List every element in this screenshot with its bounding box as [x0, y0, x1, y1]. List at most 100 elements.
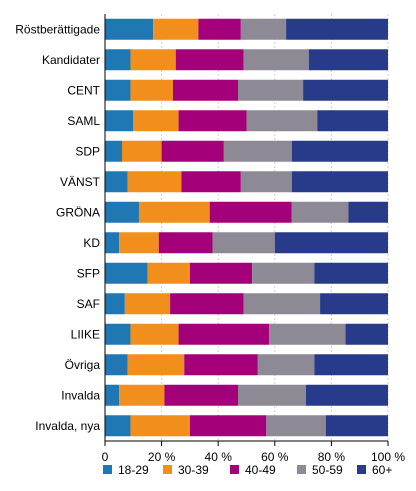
bar-segment-18-29-2 — [105, 79, 131, 101]
bar-segment-18-29-5 — [105, 171, 128, 193]
bar-segment-40-49-2 — [172, 79, 239, 101]
legend-label: 50-59 — [312, 463, 343, 477]
legend-label: 60+ — [372, 463, 392, 477]
category-label: GRÖNA — [56, 205, 100, 219]
bar-segment-50-59-2 — [238, 79, 304, 101]
bar-segment-50-59-4 — [223, 140, 292, 162]
category-label: SDP — [75, 144, 100, 158]
bar-segment-60+-13 — [325, 415, 388, 437]
bar-segment-40-49-7 — [158, 232, 213, 254]
bar-segment-60+-12 — [305, 384, 388, 406]
category-label: CENT — [67, 83, 100, 97]
bar-segment-60+-5 — [291, 171, 388, 193]
category-label: VÄNST — [60, 175, 101, 189]
gridlines — [104, 14, 389, 441]
bar-segment-40-49-0 — [198, 18, 241, 40]
legend-label: 18-29 — [118, 463, 149, 477]
bar-segment-30-39-2 — [130, 79, 173, 101]
bar-segment-18-29-6 — [105, 201, 139, 223]
bar-segment-60+-0 — [286, 18, 388, 40]
x-tick-label: 40 % — [205, 450, 233, 464]
bar-segment-50-59-3 — [246, 110, 318, 132]
bar-segment-50-59-0 — [240, 18, 287, 40]
bar-segment-18-29-4 — [105, 140, 122, 162]
category-label: Övriga — [65, 358, 101, 372]
category-label: KD — [83, 236, 100, 250]
bar-segment-40-49-13 — [189, 415, 267, 437]
bar-segment-50-59-5 — [240, 171, 292, 193]
bar-segment-18-29-8 — [105, 262, 148, 284]
bar-segment-50-59-9 — [243, 293, 321, 315]
bar-segment-30-39-12 — [119, 384, 165, 406]
bar-segment-30-39-9 — [124, 293, 171, 315]
x-tick-label: 80 % — [318, 450, 346, 464]
bar-segment-40-49-4 — [161, 140, 224, 162]
bar-segment-18-29-9 — [105, 293, 125, 315]
bar-segment-30-39-7 — [119, 232, 159, 254]
category-label: SFP — [77, 266, 100, 280]
bar-segment-60+-6 — [348, 201, 388, 223]
bar-segment-30-39-3 — [133, 110, 179, 132]
category-label: Kandidater — [42, 53, 100, 67]
bar-segment-40-49-1 — [175, 49, 244, 71]
bar-segment-60+-9 — [320, 293, 388, 315]
bar-segment-18-29-7 — [105, 232, 120, 254]
bar-segment-30-39-10 — [130, 323, 179, 345]
bar-segment-40-49-9 — [170, 293, 244, 315]
category-label: Invalda — [61, 388, 100, 402]
bar-segment-50-59-6 — [291, 201, 349, 223]
bar-segment-18-29-1 — [105, 49, 131, 71]
bar-segment-30-39-0 — [153, 18, 199, 40]
bar-segment-50-59-7 — [212, 232, 275, 254]
category-label: Invalda, nya — [35, 419, 100, 433]
bar-segment-60+-7 — [274, 232, 388, 254]
bar-segment-60+-8 — [314, 262, 388, 284]
bar-segment-50-59-10 — [269, 323, 346, 345]
bar-segment-50-59-13 — [266, 415, 326, 437]
legend-swatch-40-49 — [230, 465, 239, 474]
x-tick-label: 60 % — [261, 450, 289, 464]
bar-segment-18-29-0 — [105, 18, 154, 40]
legend-label: 40-49 — [245, 463, 276, 477]
bar-segment-18-29-3 — [105, 110, 134, 132]
bar-segment-60+-2 — [303, 79, 388, 101]
bar-segment-18-29-13 — [105, 415, 131, 437]
bar-segment-30-39-13 — [130, 415, 190, 437]
legend-swatch-50-59 — [297, 465, 306, 474]
bar-segment-60+-11 — [314, 354, 388, 376]
category-label: LIIKE — [71, 327, 100, 341]
bar-segment-30-39-6 — [138, 201, 210, 223]
bar-segment-40-49-12 — [164, 384, 239, 406]
bar-segment-18-29-10 — [105, 323, 131, 345]
bar-segment-30-39-1 — [130, 49, 176, 71]
category-label: SAML — [67, 114, 100, 128]
legend: 18-29 30-39 40-49 50-59 60+ — [103, 463, 392, 477]
bar-segment-60+-4 — [291, 140, 388, 162]
bar-segment-50-59-8 — [252, 262, 315, 284]
bar-segment-40-49-10 — [178, 323, 270, 345]
legend-swatch-60+ — [357, 465, 366, 474]
bar-segment-30-39-8 — [147, 262, 190, 284]
category-label: SAF — [77, 297, 100, 311]
legend-label: 30-39 — [178, 463, 209, 477]
x-tick-label: 20 % — [148, 450, 176, 464]
bar-segment-60+-10 — [345, 323, 388, 345]
bar-segment-50-59-1 — [243, 49, 309, 71]
x-axis: 0 20 % 40 % 60 % 80 % 100 % — [102, 14, 405, 464]
x-tick-label: 100 % — [371, 450, 405, 464]
legend-swatch-18-29 — [103, 465, 112, 474]
bar-segment-60+-3 — [317, 110, 388, 132]
x-tick-label: 0 — [102, 450, 109, 464]
category-label: Röstberättigade — [15, 22, 100, 36]
bar-segment-40-49-8 — [189, 262, 253, 284]
bar-segment-18-29-11 — [105, 354, 128, 376]
bar-segment-40-49-5 — [181, 171, 241, 193]
bar-segment-18-29-12 — [105, 384, 120, 406]
bar-segment-60+-1 — [308, 49, 388, 71]
bar-segment-50-59-11 — [257, 354, 315, 376]
bar-segment-40-49-3 — [178, 110, 247, 132]
bar-segment-50-59-12 — [238, 384, 306, 406]
bar-segment-30-39-4 — [121, 140, 162, 162]
bars — [105, 18, 388, 437]
